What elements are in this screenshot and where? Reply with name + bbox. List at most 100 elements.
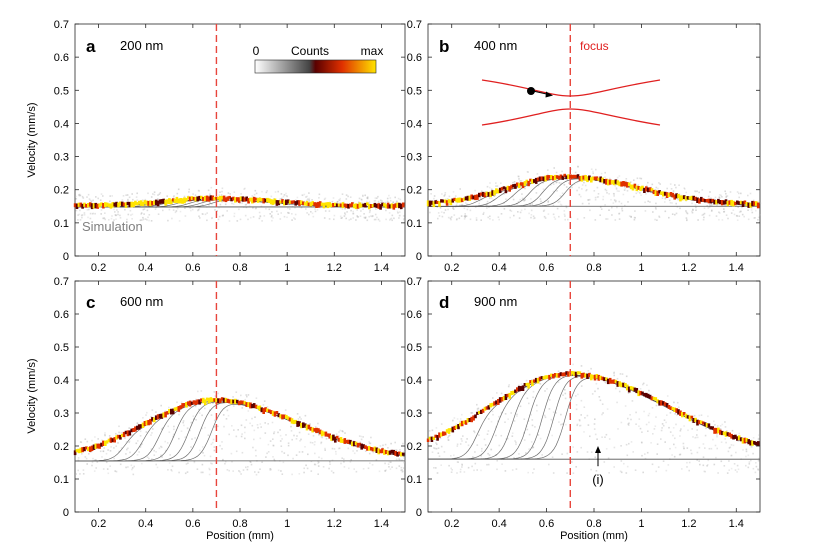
density-point-d <box>518 453 520 455</box>
density-point-d <box>550 418 553 421</box>
density-point-b <box>553 216 556 218</box>
density-point-d <box>723 465 726 467</box>
density-point-d <box>698 414 701 417</box>
density-point-c <box>160 445 162 448</box>
density-point-c <box>195 398 197 401</box>
density-point-c <box>209 455 212 458</box>
density-point-b <box>723 211 725 213</box>
count-cell-b <box>552 175 555 181</box>
count-cell-b <box>466 195 470 201</box>
density-point-c <box>331 459 334 462</box>
density-point-d <box>619 373 622 375</box>
count-cell-d <box>599 375 602 380</box>
density-point-a <box>324 197 327 200</box>
density-point-a <box>104 218 106 221</box>
density-point-d <box>638 418 641 420</box>
density-point-a <box>392 201 394 204</box>
density-point-c <box>145 431 148 433</box>
density-point-c <box>141 462 143 465</box>
density-point-d <box>757 459 760 462</box>
density-point-a <box>148 214 151 216</box>
density-point-a <box>86 209 89 211</box>
density-point-d <box>515 441 517 444</box>
density-point-c <box>219 444 221 447</box>
density-point-a <box>385 209 387 212</box>
count-cell-a <box>377 203 380 209</box>
density-point-c <box>130 464 133 467</box>
density-point-c <box>332 471 335 474</box>
density-point-b <box>438 215 441 217</box>
density-point-d <box>480 454 482 457</box>
density-point-d <box>495 434 497 437</box>
count-cell-c <box>356 442 360 448</box>
density-point-d <box>451 469 453 471</box>
density-point-a <box>206 212 208 214</box>
count-cell-c <box>205 397 209 401</box>
density-point-b <box>615 188 618 190</box>
density-point-d <box>707 415 709 418</box>
density-point-d <box>730 467 733 470</box>
density-point-b <box>732 209 735 211</box>
density-point-c <box>240 394 242 397</box>
density-point-c <box>227 414 230 417</box>
density-point-d <box>732 444 735 447</box>
density-point-d <box>566 472 568 474</box>
density-point-b <box>697 219 699 221</box>
density-point-b <box>655 202 657 205</box>
density-point-c <box>369 462 371 464</box>
count-cell-d <box>481 408 485 413</box>
density-point-d <box>461 466 463 468</box>
count-cell-c <box>111 438 115 443</box>
density-point-c <box>299 416 301 418</box>
density-point-d <box>730 454 733 457</box>
density-point-b <box>669 183 672 185</box>
density-point-d <box>745 464 747 467</box>
density-point-a <box>372 215 374 217</box>
count-cell-a <box>136 202 139 206</box>
density-point-c <box>115 445 117 447</box>
count-cell-b <box>660 191 663 195</box>
density-point-a <box>298 205 300 208</box>
density-point-a <box>363 213 365 215</box>
density-point-d <box>690 449 692 452</box>
count-cell-d <box>514 389 517 393</box>
density-point-b <box>581 202 584 205</box>
density-point-d <box>733 463 736 465</box>
density-point-d <box>682 442 685 445</box>
density-point-d <box>615 387 617 390</box>
count-cell-d <box>743 437 747 444</box>
count-cell-c <box>313 428 316 432</box>
count-cell-c <box>226 398 230 403</box>
density-point-a <box>189 206 192 209</box>
density-point-b <box>584 184 587 187</box>
count-cell-b <box>440 199 443 203</box>
density-point-d <box>595 382 598 385</box>
density-point-d <box>456 461 459 463</box>
density-point-a <box>166 203 168 206</box>
count-cell-c <box>200 398 203 402</box>
density-point-b <box>520 180 523 182</box>
count-cell-a <box>209 195 213 201</box>
density-point-c <box>107 472 110 475</box>
density-point-d <box>605 433 608 436</box>
density-point-a <box>280 212 282 214</box>
count-cell-b <box>491 190 494 196</box>
density-point-c <box>92 457 94 460</box>
density-point-b <box>554 218 557 220</box>
density-point-d <box>461 463 463 465</box>
count-cell-b <box>610 180 614 185</box>
density-point-d <box>613 466 615 468</box>
density-point-a <box>280 193 283 195</box>
density-point-d <box>700 414 703 416</box>
density-point-b <box>517 201 520 203</box>
count-cell-c <box>388 450 392 455</box>
count-cell-d <box>508 392 511 399</box>
count-cell-b <box>584 175 587 181</box>
density-point-c <box>400 469 402 472</box>
density-point-c <box>224 462 226 465</box>
density-point-a <box>97 197 99 200</box>
density-point-d <box>728 469 730 471</box>
count-cell-b <box>698 198 701 204</box>
density-point-a <box>240 193 242 195</box>
density-point-c <box>81 453 83 455</box>
